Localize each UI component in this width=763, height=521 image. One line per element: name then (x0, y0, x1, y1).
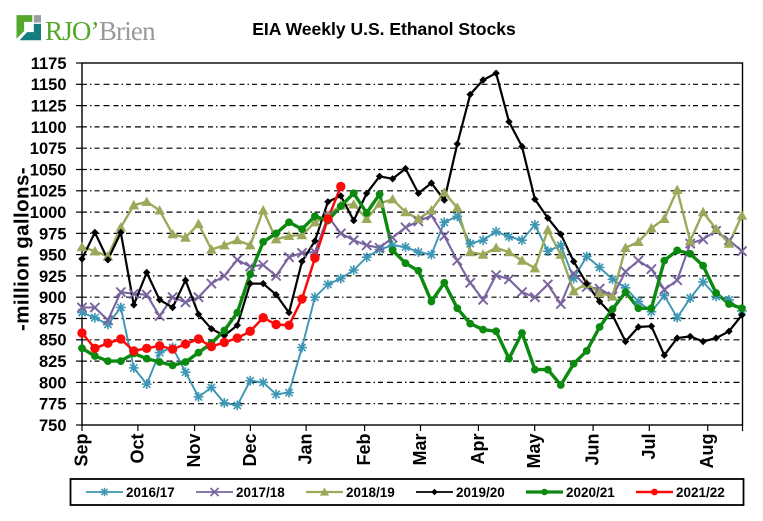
svg-text:1100: 1100 (31, 119, 67, 137)
svg-text:950: 950 (39, 247, 67, 265)
svg-text:Dec: Dec (240, 434, 260, 467)
svg-text:EIA Weekly U.S. Ethanol Stocks: EIA Weekly U.S. Ethanol Stocks (252, 19, 516, 39)
svg-text:May: May (524, 434, 544, 469)
svg-text:RJO’Brien: RJO’Brien (45, 16, 156, 46)
svg-text:2016/17: 2016/17 (126, 485, 175, 500)
svg-text:Jul: Jul (639, 434, 659, 460)
svg-text:Aug: Aug (697, 434, 717, 469)
svg-text:1150: 1150 (31, 76, 67, 94)
svg-text:Feb: Feb (354, 434, 374, 466)
svg-text:Mar: Mar (410, 434, 430, 466)
svg-text:900: 900 (39, 289, 67, 307)
svg-text:975: 975 (39, 225, 67, 243)
svg-text:875: 875 (39, 310, 67, 328)
svg-text:-million gallons-: -million gallons- (11, 167, 34, 331)
svg-text:Jun: Jun (583, 434, 603, 466)
svg-text:850: 850 (39, 332, 67, 350)
svg-text:1025: 1025 (30, 183, 67, 201)
svg-text:2018/19: 2018/19 (346, 485, 395, 500)
svg-text:2021/22: 2021/22 (676, 485, 725, 500)
svg-text:1050: 1050 (30, 161, 67, 179)
svg-text:1000: 1000 (30, 204, 67, 222)
svg-text:800: 800 (39, 374, 67, 392)
svg-text:2017/18: 2017/18 (236, 485, 285, 500)
svg-text:1075: 1075 (30, 140, 67, 158)
svg-text:750: 750 (39, 417, 67, 435)
svg-text:2019/20: 2019/20 (456, 485, 505, 500)
svg-text:Oct: Oct (127, 434, 147, 464)
svg-text:825: 825 (39, 353, 67, 371)
svg-text:2020/21: 2020/21 (566, 485, 615, 500)
svg-text:925: 925 (39, 268, 67, 286)
svg-text:Sep: Sep (72, 433, 92, 466)
svg-text:1175: 1175 (31, 55, 67, 73)
svg-text:775: 775 (39, 396, 67, 414)
svg-text:1125: 1125 (31, 98, 67, 116)
svg-text:Nov: Nov (184, 434, 204, 468)
svg-text:Jan: Jan (296, 434, 316, 465)
svg-text:Apr: Apr (468, 434, 488, 465)
